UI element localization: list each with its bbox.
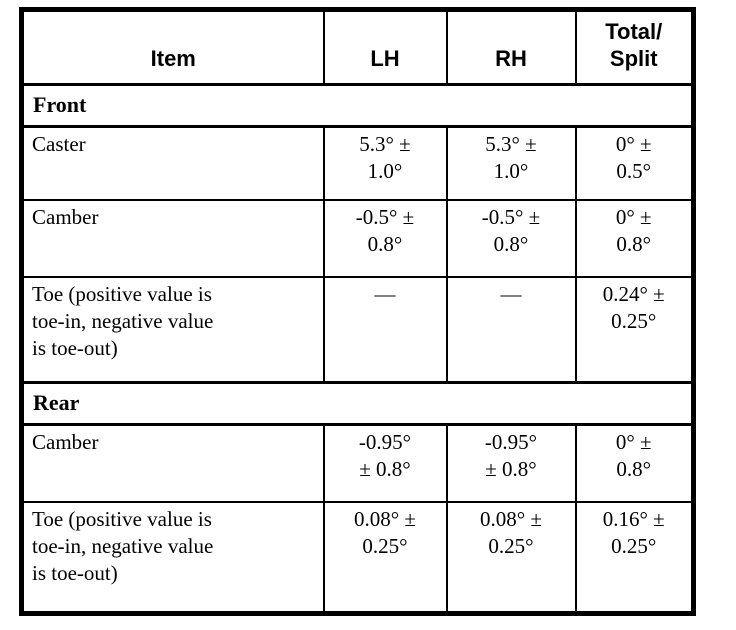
section-row-rear: Rear <box>20 381 695 426</box>
lh-value-cell: — <box>322 275 448 384</box>
section-title-front: Front <box>20 83 695 128</box>
rh-value-cell: 5.3° ± 1.0° <box>445 125 577 201</box>
total-split-value-cell: 0.24° ± 0.25° <box>574 275 695 384</box>
rh-value-cell: -0.5° ± 0.8° <box>445 198 577 278</box>
item-cell: Caster <box>20 125 325 201</box>
table-row-front-toe: Toe (positive value is toe-in, negative … <box>20 275 695 384</box>
column-header-item: Item <box>20 8 325 86</box>
item-cell: Toe (positive value is toe-in, negative … <box>20 275 325 384</box>
header-row: Item LH RH Total/ Split <box>20 8 695 86</box>
lh-value-cell: -0.5° ± 0.8° <box>322 198 448 278</box>
rh-value-cell: -0.95° ± 0.8° <box>445 423 577 503</box>
section-row-front: Front <box>20 83 695 128</box>
column-header-rh: RH <box>445 8 577 86</box>
lh-value-cell: -0.95° ± 0.8° <box>322 423 448 503</box>
column-header-lh: LH <box>322 8 448 86</box>
total-split-value-cell: 0.16° ± 0.25° <box>574 500 695 615</box>
column-header-total-split: Total/ Split <box>574 8 695 86</box>
table-row-front-caster: Caster 5.3° ± 1.0° 5.3° ± 1.0° 0° ± 0.5° <box>20 125 695 201</box>
total-split-value-cell: 0° ± 0.8° <box>574 198 695 278</box>
lh-value-cell: 0.08° ± 0.25° <box>322 500 448 615</box>
total-split-value-cell: 0° ± 0.8° <box>574 423 695 503</box>
item-cell: Camber <box>20 198 325 278</box>
section-title-rear: Rear <box>20 381 695 426</box>
table-row-rear-toe: Toe (positive value is toe-in, negative … <box>20 500 695 615</box>
item-cell: Camber <box>20 423 325 503</box>
table-row-rear-camber: Camber -0.95° ± 0.8° -0.95° ± 0.8° 0° ± … <box>20 423 695 503</box>
item-cell: Toe (positive value is toe-in, negative … <box>20 500 325 615</box>
rh-value-cell: — <box>445 275 577 384</box>
total-split-value-cell: 0° ± 0.5° <box>574 125 695 201</box>
wheel-alignment-spec-table: Item LH RH Total/ Split Front Caster 5.3… <box>19 7 696 616</box>
table-row-front-camber: Camber -0.5° ± 0.8° -0.5° ± 0.8° 0° ± 0.… <box>20 198 695 278</box>
rh-value-cell: 0.08° ± 0.25° <box>445 500 577 615</box>
lh-value-cell: 5.3° ± 1.0° <box>322 125 448 201</box>
